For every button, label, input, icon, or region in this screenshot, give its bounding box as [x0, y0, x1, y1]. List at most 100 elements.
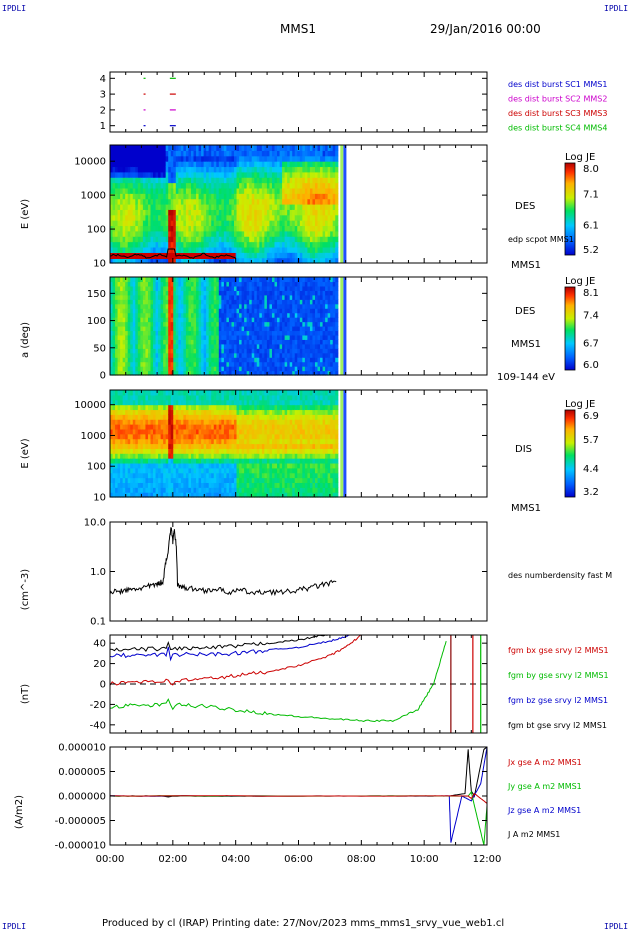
pitch-heatmap-cell [325, 281, 329, 287]
des-heatmap-cell [130, 220, 134, 227]
pitch-heatmap-cell [206, 330, 210, 336]
dis-heatmap-cell [122, 487, 126, 493]
des-heatmap-cell [314, 187, 319, 194]
des-heatmap-cell [206, 246, 210, 253]
des-heatmap-cell [327, 166, 331, 173]
des-heatmap-cell [251, 236, 255, 243]
dis-heatmap-cell [211, 404, 215, 411]
pitch-heatmap-cell [287, 294, 291, 300]
des-heatmap-cell [155, 220, 159, 227]
dis-heatmap-cell [150, 438, 154, 445]
des-heatmap-cell [266, 214, 271, 221]
des-heatmap-cell [304, 220, 308, 227]
pitch-heatmap-cell [269, 308, 273, 314]
footer-text: Produced by cl (IRAP) Printing date: 27/… [102, 918, 505, 929]
pitch-heatmap-cell [284, 343, 288, 349]
des-heatmap-cell [127, 182, 131, 189]
dis-heatmap-cell [117, 438, 121, 445]
des-heatmap-cell [335, 150, 339, 157]
pitch-heatmap-cell [168, 357, 172, 363]
pitch-heatmap-cell [130, 343, 134, 349]
pitch-heatmap-cell [287, 366, 291, 372]
des-heatmap-cell [264, 171, 268, 178]
pitch-heatmap-cell [322, 334, 326, 340]
pitch-heatmap-cell [287, 321, 291, 327]
des-heatmap-cell [274, 204, 278, 210]
pitch-heatmap-cell [170, 303, 174, 309]
des-heatmap-cell [287, 155, 291, 162]
pitch-heatmap-cell [249, 339, 253, 345]
pitch-heatmap-cell [201, 334, 205, 340]
dis-heatmap-cell [137, 414, 141, 420]
des-heatmap-cell [150, 182, 154, 189]
des-heatmap-cell [155, 204, 159, 210]
dis-heatmap-cell [115, 394, 119, 401]
des-heatmap-cell [203, 182, 207, 189]
pitch-heatmap-cell [170, 361, 174, 367]
pitch-heatmap-cell [112, 370, 116, 376]
des-heatmap-cell [287, 171, 291, 178]
des-heatmap-cell [266, 155, 271, 162]
pitch-heatmap-cell [125, 308, 129, 314]
des-heatmap-cell [269, 236, 273, 243]
des-heatmap-cell [231, 145, 235, 151]
pitch-heatmap-cell [304, 281, 308, 287]
dis-heatmap-cell [168, 472, 172, 479]
pitch-heatmap-cell [287, 290, 291, 296]
pitch-heatmap-cell [130, 281, 134, 287]
pitch-heatmap-cell [213, 299, 217, 305]
pitch-heatmap-cell [175, 277, 179, 283]
pitch-heatmap-cell [193, 370, 197, 376]
pitch-heatmap-cell [178, 294, 182, 300]
pitch-heatmap-cell [175, 290, 179, 296]
des-heatmap-cell [302, 155, 306, 162]
pitch-heatmap-cell [208, 352, 212, 358]
des-heatmap-cell [140, 241, 144, 248]
dis-heatmap-cell [122, 467, 126, 474]
pitch-heatmap-cell [330, 348, 334, 354]
pitch-heatmap-cell [216, 290, 220, 296]
des-heatmap-cell [175, 161, 179, 168]
pitch-heatmap-cell [254, 321, 258, 327]
dis-heatmap-cell [170, 482, 174, 488]
pitch-heatmap-cell [127, 281, 131, 287]
pitch-heatmap-cell [246, 312, 250, 318]
dis-heatmap-cell [193, 482, 197, 488]
dis-heatmap-cell [203, 433, 207, 440]
des-heatmap-cell [320, 220, 324, 227]
des-heatmap-cell [178, 187, 182, 194]
des-heatmap-cell [269, 246, 273, 253]
pitch-heatmap-cell [320, 281, 324, 287]
des-heatmap-cell [317, 161, 321, 168]
dis-heatmap-cell [170, 467, 174, 474]
pitch-heatmap-cell [142, 343, 147, 349]
des-heatmap-cell [279, 236, 283, 243]
pitch-heatmap-cell [261, 326, 265, 332]
pitch-heatmap-cell [256, 330, 260, 336]
des-heatmap-cell [203, 166, 207, 173]
pitch-heatmap-cell [155, 317, 159, 323]
des-heatmap-cell [112, 145, 116, 151]
dis-heatmap-cell [213, 394, 217, 401]
pitch-heatmap-cell [180, 370, 184, 376]
des-heatmap-cell [193, 187, 197, 194]
des-heatmap-cell [332, 182, 336, 189]
dis-heatmap-cell [160, 487, 164, 493]
dis-heatmap-cell [132, 467, 136, 474]
des-heatmap-cell [259, 214, 263, 221]
des-heatmap-cell [282, 187, 286, 194]
pitch-heatmap-cell [335, 348, 339, 354]
pitch-heatmap-cell [332, 361, 336, 367]
dis-heatmap-cell [203, 462, 207, 469]
dis-heatmap-cell [208, 414, 212, 420]
pitch-heatmap-cell [180, 366, 184, 372]
des-heatmap-cell [277, 198, 281, 205]
pitch-heatmap-cell [198, 361, 202, 367]
pitch-heatmap-cell [115, 281, 119, 287]
des-heatmap-cell [120, 161, 124, 168]
des-heatmap-cell [137, 198, 141, 205]
dis-heatmap-cell [188, 462, 192, 469]
dis-heatmap-cell [112, 462, 116, 469]
pitch-heatmap-cell [244, 361, 248, 367]
pitch-heatmap-cell [302, 299, 306, 305]
